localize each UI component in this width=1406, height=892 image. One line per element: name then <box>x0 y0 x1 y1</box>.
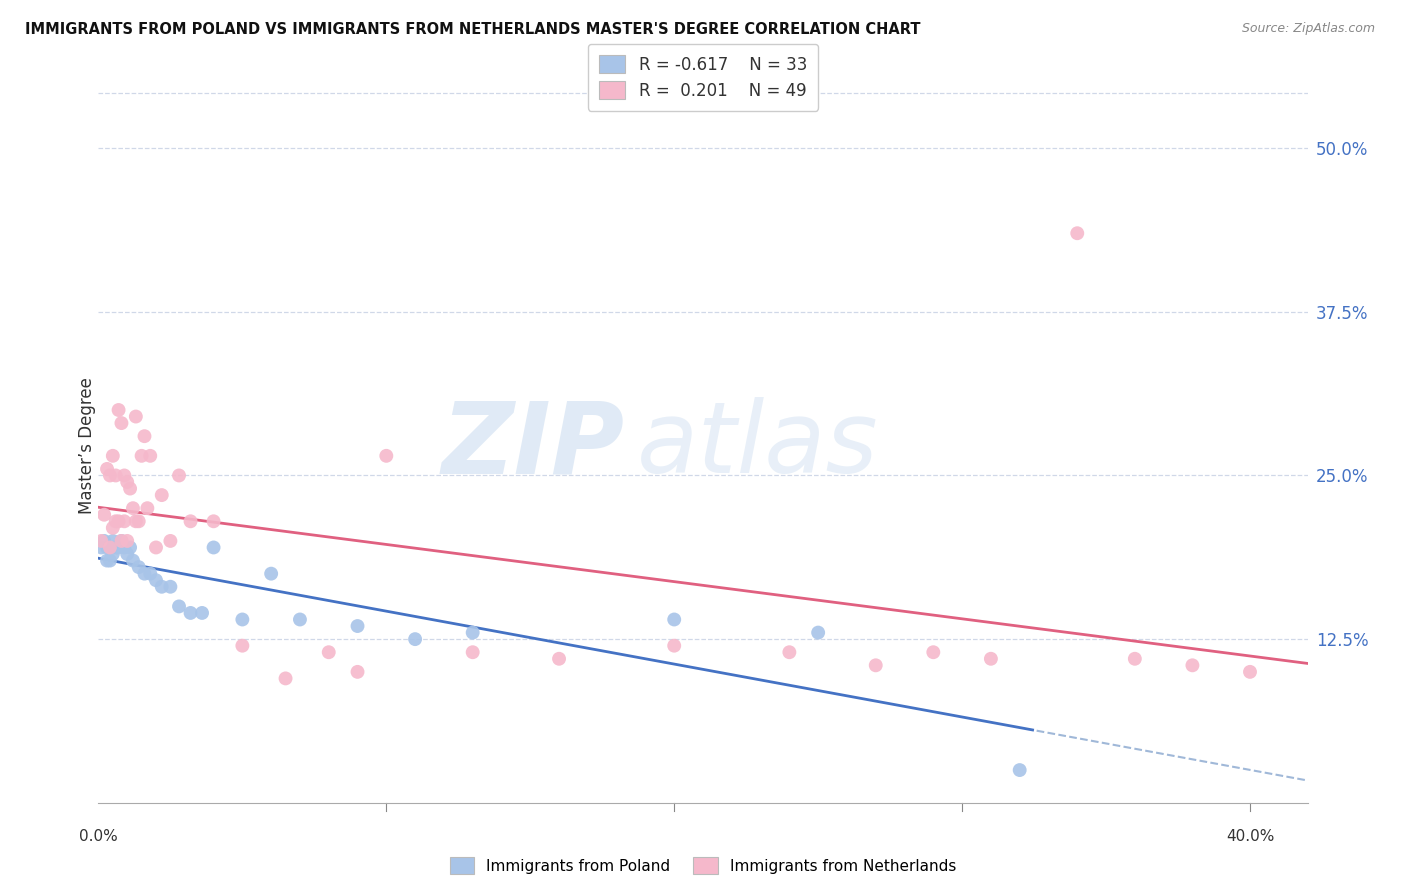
Point <box>139 566 162 581</box>
Point <box>1324 672 1347 686</box>
Point <box>110 533 132 548</box>
Point <box>128 560 150 574</box>
Point <box>90 533 112 548</box>
Point <box>134 566 156 581</box>
Point <box>150 488 173 502</box>
Legend: Immigrants from Poland, Immigrants from Netherlands: Immigrants from Poland, Immigrants from … <box>443 851 963 880</box>
Point <box>93 533 115 548</box>
Point <box>96 541 118 555</box>
Point <box>122 553 145 567</box>
Point <box>139 449 162 463</box>
Text: IMMIGRANTS FROM POLAND VS IMMIGRANTS FROM NETHERLANDS MASTER'S DEGREE CORRELATIO: IMMIGRANTS FROM POLAND VS IMMIGRANTS FRO… <box>25 22 921 37</box>
Point <box>202 541 225 555</box>
Y-axis label: Master’s Degree: Master’s Degree <box>79 377 96 515</box>
Point <box>461 645 484 659</box>
Point <box>90 541 112 555</box>
Point <box>104 514 127 528</box>
Point <box>110 416 132 430</box>
Point <box>159 533 181 548</box>
Point <box>96 553 118 567</box>
Point <box>231 639 253 653</box>
Point <box>980 652 1002 666</box>
Point <box>107 514 129 528</box>
Point <box>180 606 202 620</box>
Point <box>274 672 297 686</box>
Point <box>112 541 135 555</box>
Point <box>101 521 124 535</box>
Point <box>260 566 283 581</box>
Text: 0.0%: 0.0% <box>79 829 118 844</box>
Point <box>865 658 887 673</box>
Point <box>98 541 121 555</box>
Point <box>231 612 253 626</box>
Point <box>136 501 159 516</box>
Point <box>93 508 115 522</box>
Text: atlas: atlas <box>637 398 879 494</box>
Point <box>96 462 118 476</box>
Point <box>346 665 368 679</box>
Text: 40.0%: 40.0% <box>1226 829 1274 844</box>
Point <box>191 606 214 620</box>
Point <box>288 612 311 626</box>
Point <box>202 514 225 528</box>
Point <box>101 547 124 561</box>
Point <box>112 514 135 528</box>
Point <box>150 580 173 594</box>
Point <box>922 645 945 659</box>
Point <box>131 449 153 463</box>
Point <box>346 619 368 633</box>
Point <box>101 533 124 548</box>
Point <box>122 501 145 516</box>
Point <box>98 553 121 567</box>
Point <box>104 541 127 555</box>
Point <box>167 599 190 614</box>
Point <box>1123 652 1146 666</box>
Point <box>104 468 127 483</box>
Point <box>167 468 190 483</box>
Point <box>110 533 132 548</box>
Text: Source: ZipAtlas.com: Source: ZipAtlas.com <box>1241 22 1375 36</box>
Point <box>159 580 181 594</box>
Point <box>98 468 121 483</box>
Point <box>134 429 156 443</box>
Point <box>145 541 167 555</box>
Point <box>112 468 135 483</box>
Point <box>1181 658 1204 673</box>
Point <box>145 573 167 587</box>
Point <box>180 514 202 528</box>
Point <box>1008 763 1031 777</box>
Point <box>125 514 148 528</box>
Point <box>375 449 398 463</box>
Point <box>107 403 129 417</box>
Point <box>107 541 129 555</box>
Point <box>120 482 142 496</box>
Point <box>318 645 340 659</box>
Point <box>548 652 571 666</box>
Point <box>1066 226 1088 240</box>
Point <box>128 514 150 528</box>
Point <box>115 475 138 489</box>
Point <box>1239 665 1261 679</box>
Point <box>404 632 426 647</box>
Point <box>115 547 138 561</box>
Point <box>778 645 800 659</box>
Point <box>664 639 686 653</box>
Point <box>807 625 830 640</box>
Text: ZIP: ZIP <box>441 398 624 494</box>
Point <box>120 541 142 555</box>
Legend: R = -0.617    N = 33, R =  0.201    N = 49: R = -0.617 N = 33, R = 0.201 N = 49 <box>588 44 818 111</box>
Point <box>101 449 124 463</box>
Point <box>115 533 138 548</box>
Point <box>461 625 484 640</box>
Point <box>664 612 686 626</box>
Point <box>125 409 148 424</box>
